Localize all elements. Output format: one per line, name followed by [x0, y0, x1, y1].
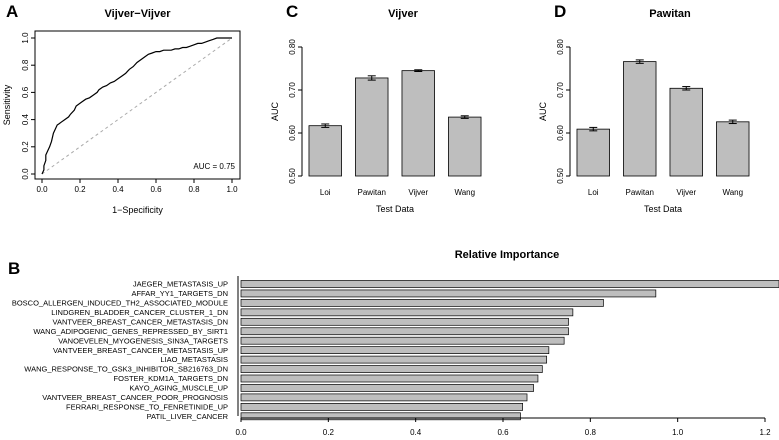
x-tick-label: 0.0	[36, 185, 48, 194]
bar	[448, 116, 482, 177]
x-tick-label: 0.4	[410, 428, 422, 437]
importance-bar	[240, 336, 565, 345]
y-tick-label: 0.8	[21, 59, 30, 71]
bar	[355, 77, 389, 177]
y-tick-label: 0.4	[21, 113, 30, 125]
panel-letter-b: B	[8, 259, 20, 278]
chart-title: Vijver	[388, 8, 418, 20]
x-tick-label: 0.0	[235, 428, 247, 437]
importance-bar	[240, 317, 569, 326]
y-tick-label: 0.80	[556, 39, 565, 55]
gene-set-label: PATIL_LIVER_CANCER	[147, 412, 229, 421]
gene-set-label: VANTVEER_BREAST_CANCER_METASTASIS_DN	[53, 317, 228, 326]
y-axis-label: Sensitivity	[2, 84, 12, 125]
x-tick-label: 0.2	[323, 428, 335, 437]
importance-bar	[240, 412, 521, 421]
gene-set-label: LIAO_METASTASIS	[160, 355, 228, 364]
chart-title: Pawitan	[649, 8, 691, 20]
gene-set-label: BOSCO_ALLERGEN_INDUCED_TH2_ASSOCIATED_MO…	[12, 299, 228, 308]
importance-bar	[240, 355, 548, 364]
importance-bar	[240, 365, 543, 373]
importance-bar	[240, 393, 528, 402]
panel-letter-a: A	[6, 2, 18, 21]
bar	[401, 70, 435, 177]
x-tick-label: 1.0	[672, 428, 684, 437]
importance-bar	[240, 346, 550, 354]
x-category-label: Loi	[588, 188, 599, 197]
x-axis-label: 1−Specificity	[112, 205, 163, 215]
importance-bar	[240, 280, 779, 288]
importance-bar	[240, 384, 534, 392]
auc-annotation: AUC = 0.75	[193, 162, 235, 171]
x-category-label: Wang	[454, 188, 475, 197]
plot-frame	[34, 30, 241, 180]
x-category-label: Vijver	[676, 188, 696, 197]
bar-panel-vijver: Vijver 0.50 0.60 0.70 0.80 AUC Loi Pawitan Vijve…	[270, 8, 482, 214]
y-tick-label: 0.60	[288, 125, 297, 141]
bar	[716, 121, 750, 177]
x-axis-label: Test Data	[644, 204, 682, 214]
x-tick-label: 1.2	[759, 428, 771, 437]
x-tick-label: 0.4	[112, 185, 124, 194]
importance-bar	[240, 327, 569, 336]
gene-set-label: WANG_ADIPOGENIC_GENES_REPRESSED_BY_SIRT1	[33, 327, 228, 336]
y-tick-label: 0.50	[556, 168, 565, 184]
bar	[669, 87, 703, 177]
bar	[576, 128, 610, 177]
x-tick-label: 0.8	[585, 428, 597, 437]
x-category-label: Loi	[320, 188, 331, 197]
gene-set-label: AFFAR_YY1_TARGETS_DN	[131, 289, 228, 298]
y-tick-label: 0.0	[21, 168, 30, 180]
gene-set-label: LINDGREN_BLADDER_CANCER_CLUSTER_1_DN	[51, 308, 228, 317]
gene-set-label: VANTVEER_BREAST_CANCER_METASTASIS_UP	[53, 346, 228, 355]
importance-bar	[240, 403, 523, 411]
panel-letter-c: C	[286, 2, 298, 21]
x-axis-label: Test Data	[376, 204, 414, 214]
x-category-label: Pawitan	[626, 188, 654, 197]
importance-bar	[240, 374, 539, 383]
y-tick-label: 0.70	[556, 82, 565, 98]
x-tick-label: 0.6	[497, 428, 509, 437]
gene-set-label: WANG_RESPONSE_TO_GSK3_INHIBITOR_SB216763…	[24, 365, 228, 374]
roc-panel: Vijver−Vijver 0.0 0.2 0.4 0.6 0.8 1.0 0.0 0.2 0.4…	[2, 8, 241, 215]
y-axis-label: AUC	[538, 102, 548, 122]
roc-curve	[41, 37, 232, 175]
y-tick-label: 0.70	[288, 82, 297, 98]
y-tick-label: 0.2	[21, 141, 30, 153]
x-category-label: Vijver	[408, 188, 428, 197]
x-tick-label: 1.0	[226, 185, 238, 194]
chart-title: Vijver−Vijver	[105, 8, 172, 20]
y-tick-label: 1.0	[21, 32, 30, 44]
chart-title: Relative Importance	[455, 249, 560, 261]
importance-bar	[240, 289, 657, 298]
y-axis-label: AUC	[270, 102, 280, 122]
bar	[308, 125, 342, 177]
y-tick-label: 0.80	[288, 39, 297, 55]
gene-set-label: VANOEVELEN_MYOGENESIS_SIN3A_TARGETS	[58, 336, 228, 345]
gene-set-label: FOSTER_KDM1A_TARGETS_DN	[114, 374, 228, 383]
panel-letter-d: D	[554, 2, 566, 21]
bar	[623, 61, 657, 177]
y-tick-label: 0.60	[556, 125, 565, 141]
reference-diagonal	[41, 37, 233, 175]
x-tick-label: 0.2	[74, 185, 86, 194]
y-tick-label: 0.6	[21, 86, 30, 98]
importance-bar	[240, 308, 574, 317]
gene-set-label: KAYO_AGING_MUSCLE_UP	[129, 384, 228, 393]
x-tick-label: 0.8	[188, 185, 200, 194]
x-category-label: Pawitan	[358, 188, 386, 197]
gene-set-label: VANTVEER_BREAST_CANCER_POOR_PROGNOSIS	[42, 393, 228, 402]
x-tick-label: 0.6	[150, 185, 162, 194]
importance-bar	[240, 299, 604, 307]
gene-set-label: FERRARI_RESPONSE_TO_FENRETINIDE_UP	[66, 402, 228, 411]
importance-panel: Relative Importance JAEGER_METASTASIS_UPA…	[12, 249, 779, 437]
gene-set-label: JAEGER_METASTASIS_UP	[133, 280, 228, 289]
bar-panel-pawitan: Pawitan 0.50 0.60 0.70 0.80 AUC Loi Pawitan Vijv…	[538, 8, 750, 214]
y-tick-label: 0.50	[288, 168, 297, 184]
x-category-label: Wang	[722, 188, 743, 197]
